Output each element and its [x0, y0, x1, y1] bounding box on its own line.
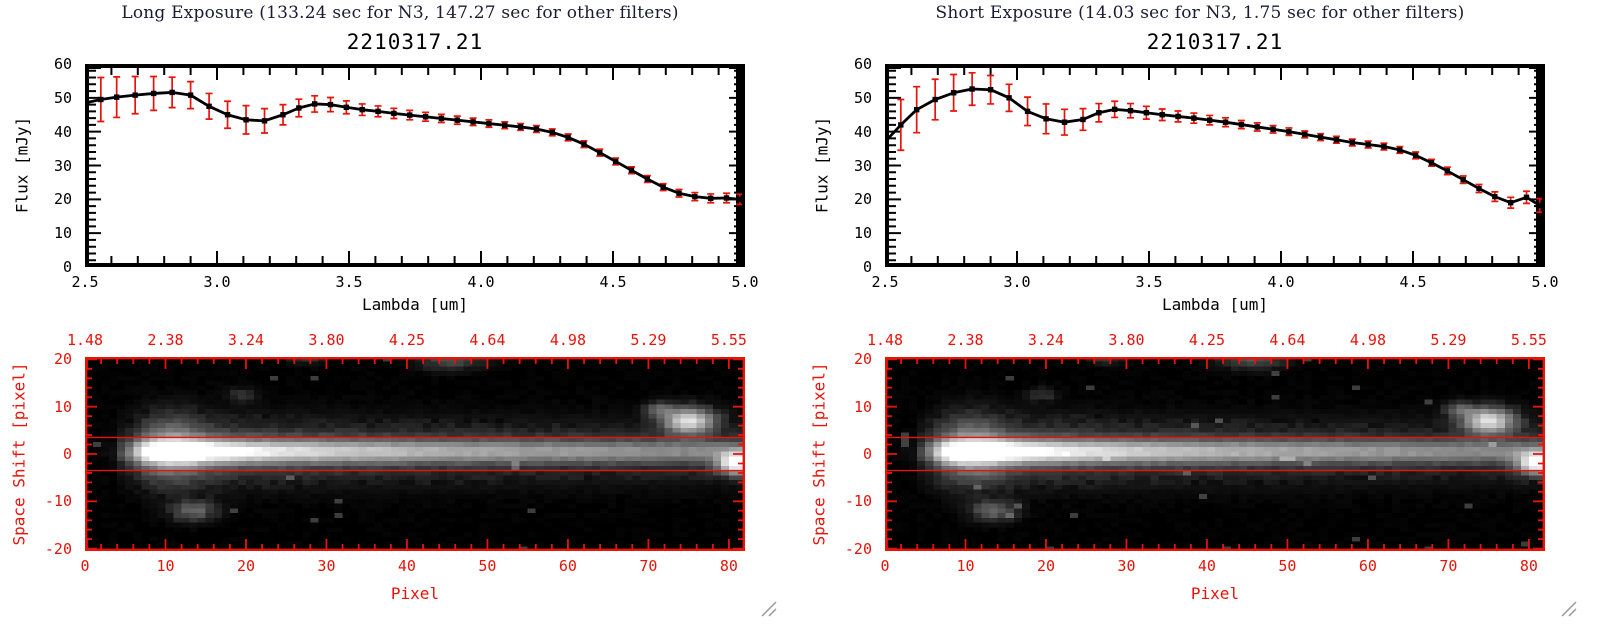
- tick-label: 0: [862, 258, 872, 276]
- tick-label: 10: [853, 397, 872, 416]
- tick-label: -20: [44, 539, 72, 558]
- spectrum-plot-canvas: [885, 64, 1545, 267]
- tick-label: 5.0: [731, 273, 759, 291]
- tick-label: 5.0: [1531, 273, 1559, 291]
- tick-label: 10: [956, 557, 975, 575]
- lambda-axis-label: Lambda [um]: [362, 295, 468, 314]
- tick-label: 50: [478, 557, 497, 575]
- tick-label: 20: [1036, 557, 1055, 575]
- tick-label: 4.5: [1399, 273, 1427, 291]
- tick-label: 4.0: [1267, 273, 1295, 291]
- tick-label: 50: [1278, 557, 1297, 575]
- tick-label: 20: [853, 190, 872, 209]
- resize-grip[interactable]: [760, 600, 778, 618]
- tick-label: 40: [397, 557, 416, 575]
- tick-label: 1.48: [866, 331, 904, 349]
- panel-long-exposure: Long Exposure (133.24 sec for N3, 147.27…: [10, 3, 778, 618]
- tick-label: 40: [1197, 557, 1216, 575]
- lambda-axis-label: Lambda [um]: [1162, 295, 1268, 314]
- exposure-header: Long Exposure (133.24 sec for N3, 147.27…: [121, 3, 679, 23]
- tick-label: 5.55: [1510, 331, 1547, 349]
- tick-label: 1.48: [66, 331, 104, 349]
- tick-label: 50: [853, 88, 872, 107]
- tick-label: 10: [156, 557, 175, 575]
- tick-label: 2.38: [147, 331, 184, 349]
- tick-label: -10: [44, 492, 72, 511]
- tick-label: 0: [80, 557, 90, 575]
- tick-label: 20: [53, 350, 72, 369]
- tick-label: 4.5: [599, 273, 627, 291]
- tick-label: 2.5: [871, 273, 899, 291]
- spectral-image-axes-overlay: [885, 357, 1545, 551]
- tick-label: 2.5: [71, 273, 99, 291]
- tick-label: 0: [880, 557, 890, 575]
- tick-label: 4.25: [388, 331, 425, 349]
- tick-label: 3.5: [1135, 273, 1163, 291]
- panel-short-exposure: Short Exposure (14.03 sec for N3, 1.75 s…: [800, 0, 1600, 630]
- exposure-header: Short Exposure (14.03 sec for N3, 1.75 s…: [935, 3, 1465, 23]
- tick-label: 50: [53, 88, 72, 107]
- pixel-axis-label: Pixel: [390, 584, 440, 603]
- tick-label: -20: [844, 539, 872, 558]
- tick-label: 20: [853, 350, 872, 369]
- target-id-title: 2210317.21: [1146, 30, 1284, 54]
- tick-label: 4.98: [1349, 331, 1386, 349]
- tick-label: 4.64: [469, 331, 506, 349]
- tick-label: 3.5: [335, 273, 363, 291]
- tick-label: 4.0: [467, 273, 495, 291]
- tick-label: 3.80: [1108, 331, 1145, 349]
- tick-label: -10: [844, 492, 872, 511]
- tick-label: 10: [53, 397, 72, 416]
- tick-label: 40: [853, 122, 872, 141]
- tick-label: 0: [62, 258, 72, 276]
- tick-label: 40: [53, 122, 72, 141]
- tick-label: 3.24: [227, 331, 265, 349]
- spectrum-plot-canvas: [85, 64, 745, 267]
- tick-label: 5.55: [710, 331, 747, 349]
- tick-label: 30: [1117, 557, 1136, 575]
- tick-label: 30: [853, 156, 872, 175]
- tick-label: 60: [1358, 557, 1377, 575]
- tick-label: 80: [719, 557, 738, 575]
- tick-label: 4.64: [1269, 331, 1306, 349]
- tick-label: 3.0: [1003, 273, 1031, 291]
- tick-label: 3.80: [308, 331, 345, 349]
- tick-label: 20: [236, 557, 255, 575]
- tick-label: 5.29: [1430, 331, 1467, 349]
- tick-label: 60: [558, 557, 577, 575]
- tick-label: 4.98: [549, 331, 586, 349]
- tick-label: 2.38: [947, 331, 984, 349]
- tick-label: 20: [53, 190, 72, 209]
- tick-label: 70: [639, 557, 658, 575]
- tick-label: 60: [853, 55, 872, 73]
- tick-label: 30: [53, 156, 72, 175]
- spectral-image-axes-overlay: [85, 357, 745, 551]
- target-id-title: 2210317.21: [346, 30, 484, 54]
- tick-label: 0: [862, 445, 872, 463]
- tick-label: 80: [1519, 557, 1538, 575]
- tick-label: 30: [317, 557, 336, 575]
- tick-label: 10: [53, 224, 72, 243]
- tick-label: 70: [1439, 557, 1458, 575]
- tick-label: 10: [853, 224, 872, 243]
- tick-label: 0: [62, 445, 72, 463]
- tick-label: 4.25: [1188, 331, 1225, 349]
- tick-label: 3.24: [1027, 331, 1065, 349]
- resize-grip[interactable]: [1560, 600, 1578, 618]
- tick-label: 3.0: [203, 273, 231, 291]
- pixel-axis-label: Pixel: [1190, 584, 1240, 603]
- tick-label: 60: [53, 55, 72, 73]
- tick-label: 5.29: [630, 331, 667, 349]
